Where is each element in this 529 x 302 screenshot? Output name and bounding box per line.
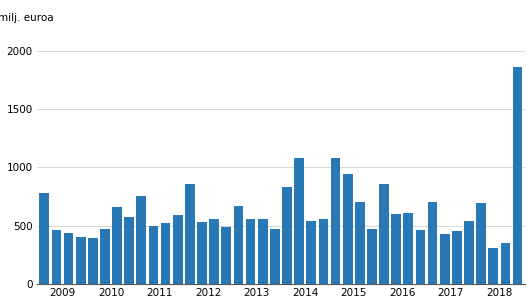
- Bar: [76, 237, 86, 284]
- Bar: [379, 184, 389, 284]
- Bar: [197, 222, 207, 284]
- Bar: [404, 213, 413, 284]
- Bar: [136, 197, 146, 284]
- Bar: [488, 248, 498, 284]
- Bar: [112, 207, 122, 284]
- Bar: [440, 234, 450, 284]
- Bar: [173, 215, 183, 284]
- Bar: [355, 202, 364, 284]
- Bar: [513, 67, 523, 284]
- Bar: [258, 219, 268, 284]
- Bar: [39, 193, 49, 284]
- Bar: [464, 221, 474, 284]
- Bar: [476, 203, 486, 284]
- Bar: [331, 158, 340, 284]
- Bar: [343, 174, 352, 284]
- Bar: [452, 231, 462, 284]
- Bar: [161, 223, 170, 284]
- Bar: [270, 229, 280, 284]
- Bar: [100, 229, 110, 284]
- Bar: [282, 187, 292, 284]
- Bar: [306, 221, 316, 284]
- Bar: [149, 226, 158, 284]
- Bar: [51, 230, 61, 284]
- Bar: [245, 219, 256, 284]
- Bar: [234, 206, 243, 284]
- Text: milj. euroa: milj. euroa: [0, 13, 53, 23]
- Bar: [294, 158, 304, 284]
- Bar: [124, 217, 134, 284]
- Bar: [185, 184, 195, 284]
- Bar: [416, 230, 425, 284]
- Bar: [222, 227, 231, 284]
- Bar: [318, 219, 328, 284]
- Bar: [500, 243, 510, 284]
- Bar: [391, 214, 401, 284]
- Bar: [367, 229, 377, 284]
- Bar: [428, 202, 437, 284]
- Bar: [209, 219, 219, 284]
- Bar: [63, 233, 74, 284]
- Bar: [88, 238, 98, 284]
